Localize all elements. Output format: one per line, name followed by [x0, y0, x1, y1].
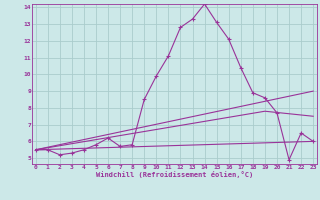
X-axis label: Windchill (Refroidissement éolien,°C): Windchill (Refroidissement éolien,°C): [96, 171, 253, 178]
